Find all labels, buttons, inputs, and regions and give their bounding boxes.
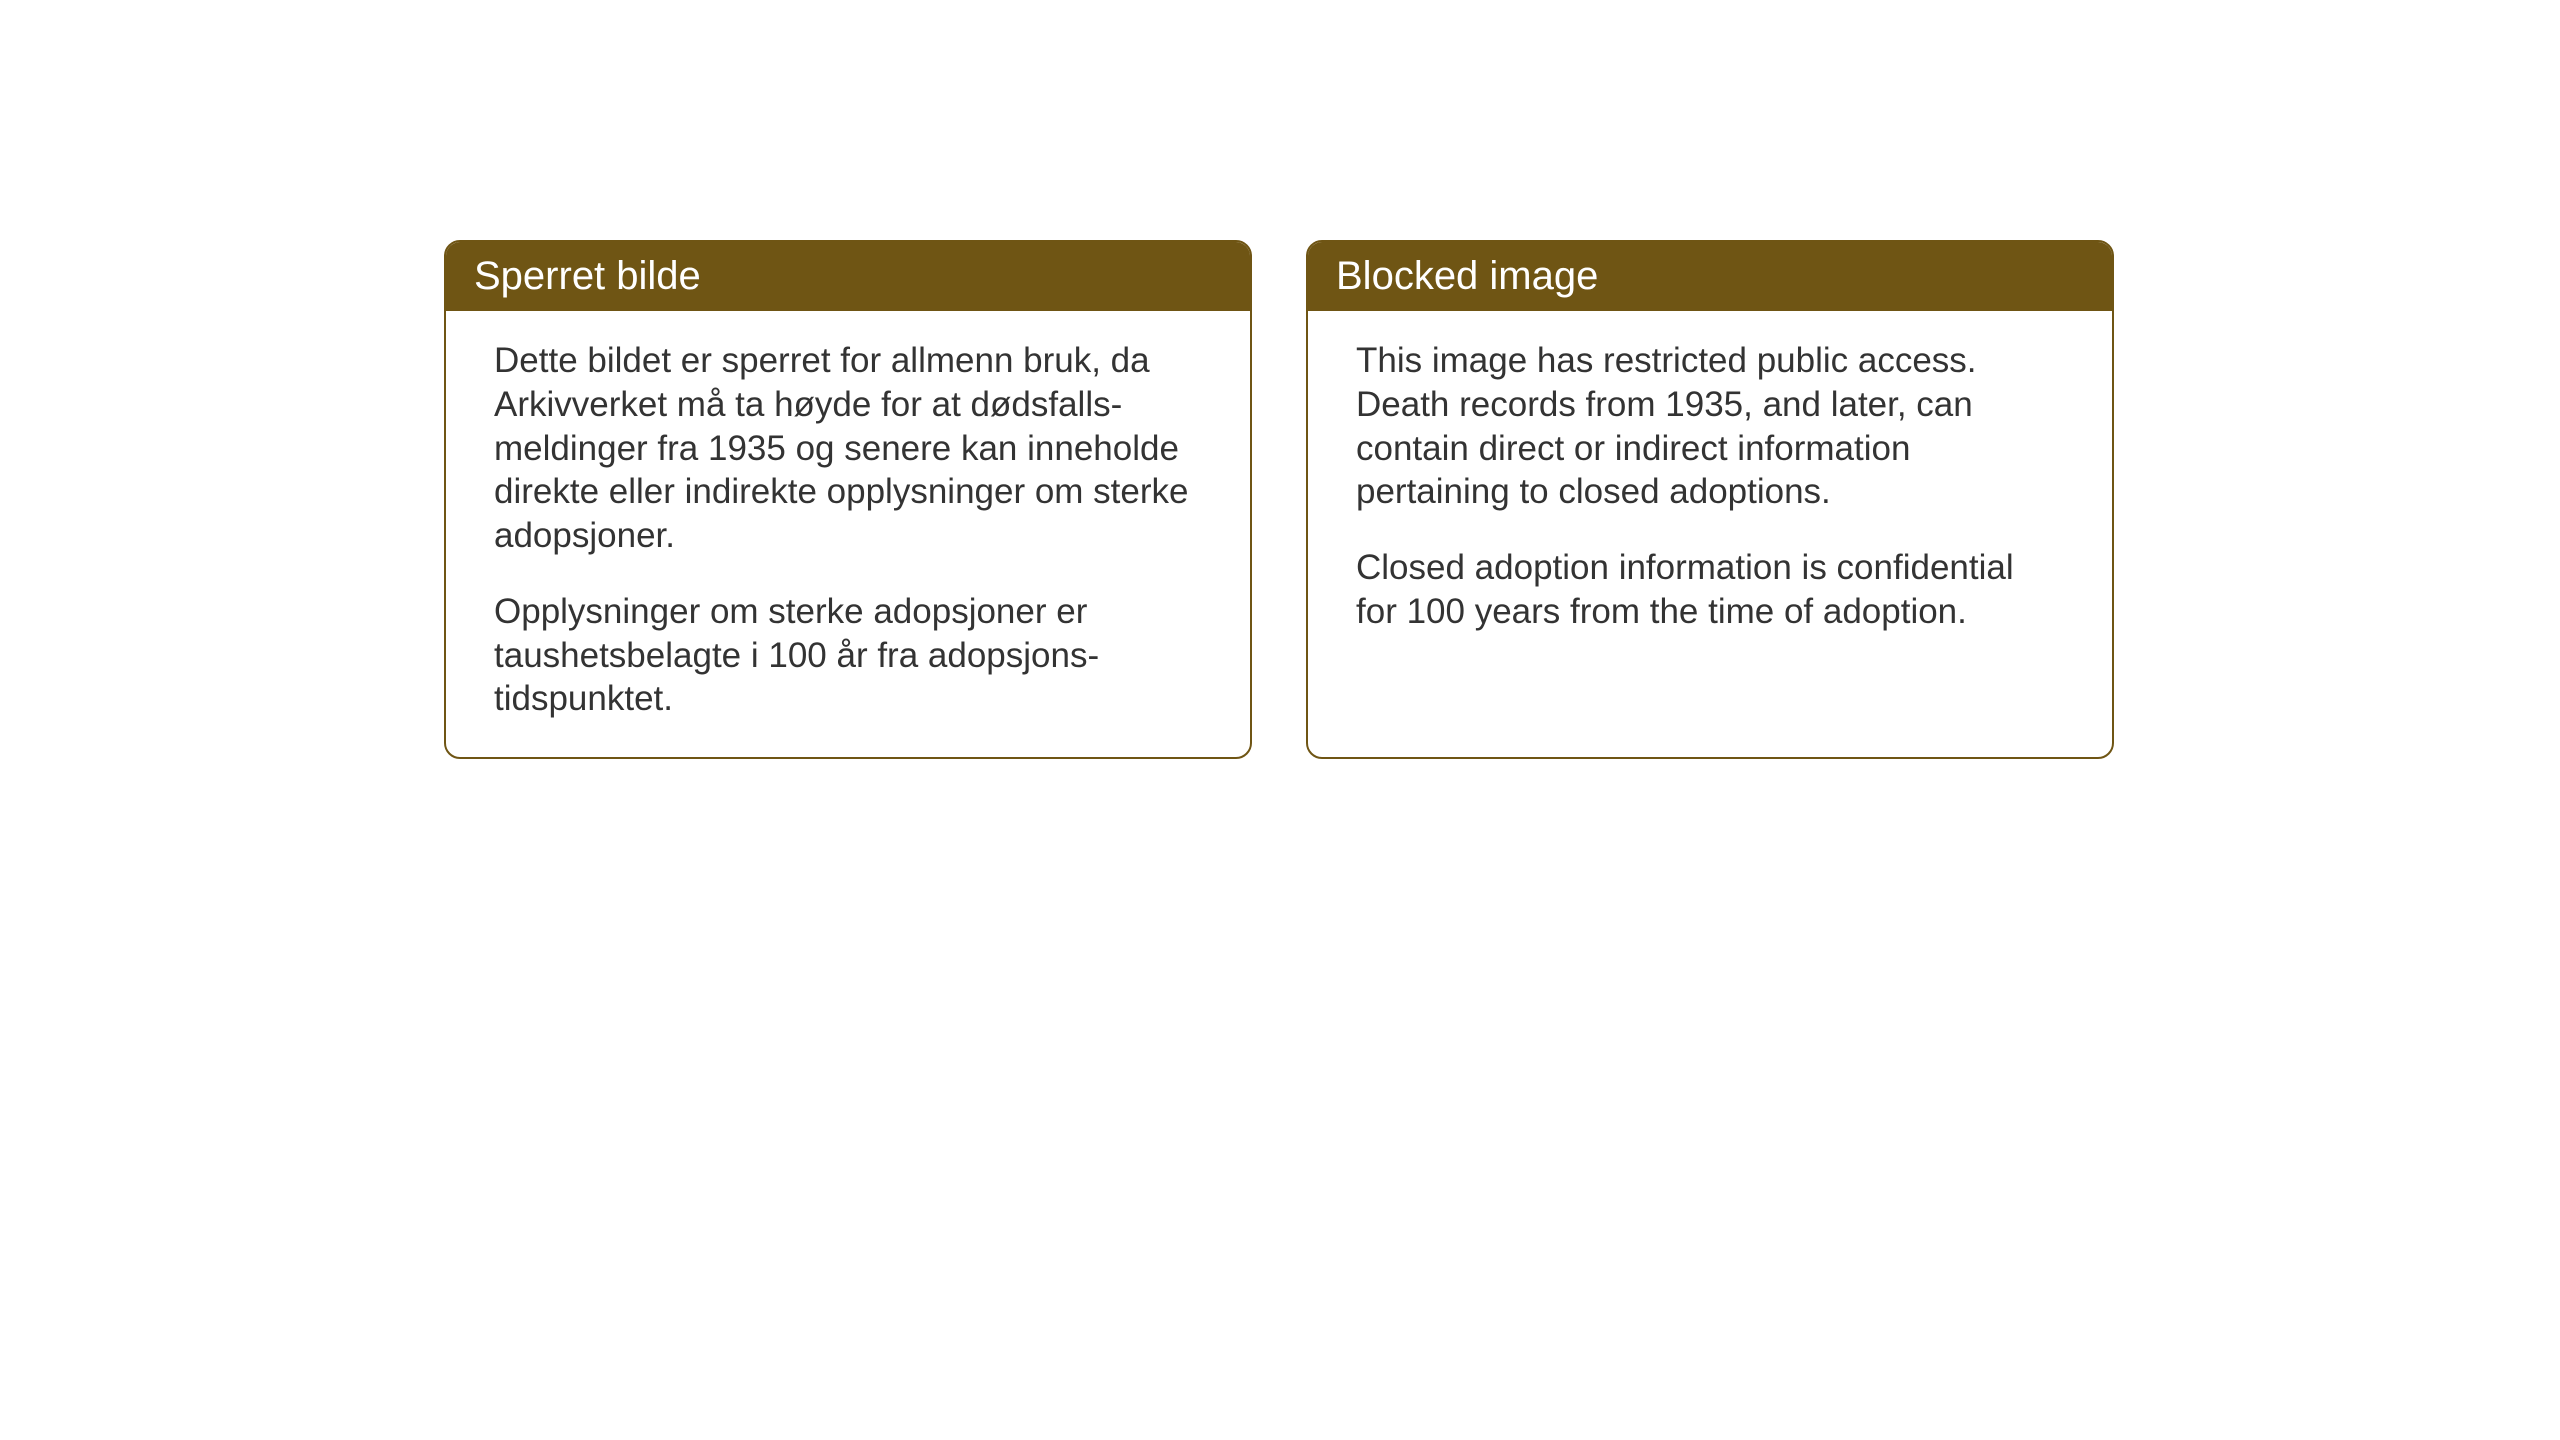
- card-paragraph-2-norwegian: Opplysninger om sterke adopsjoner er tau…: [494, 590, 1202, 721]
- notice-cards-container: Sperret bilde Dette bildet er sperret fo…: [444, 240, 2114, 759]
- card-paragraph-2-english: Closed adoption information is confident…: [1356, 546, 2064, 634]
- notice-card-english: Blocked image This image has restricted …: [1306, 240, 2114, 759]
- card-title-english: Blocked image: [1336, 254, 1598, 298]
- notice-card-norwegian: Sperret bilde Dette bildet er sperret fo…: [444, 240, 1252, 759]
- card-title-norwegian: Sperret bilde: [474, 254, 701, 298]
- card-paragraph-1-english: This image has restricted public access.…: [1356, 339, 2064, 514]
- card-body-norwegian: Dette bildet er sperret for allmenn bruk…: [446, 311, 1250, 757]
- card-header-norwegian: Sperret bilde: [446, 242, 1250, 311]
- card-body-english: This image has restricted public access.…: [1308, 311, 2112, 724]
- card-header-english: Blocked image: [1308, 242, 2112, 311]
- card-paragraph-1-norwegian: Dette bildet er sperret for allmenn bruk…: [494, 339, 1202, 558]
